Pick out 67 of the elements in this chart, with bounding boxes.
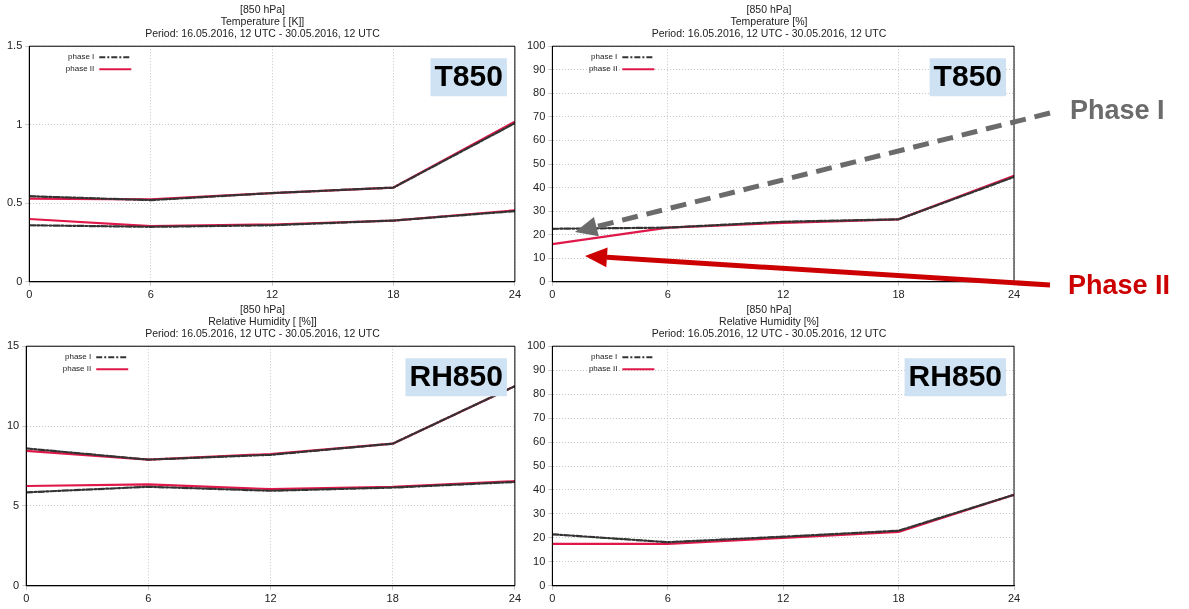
annotation: T850 (434, 59, 503, 93)
y-tick-label: 40 (533, 180, 546, 193)
y-tick-label: 20 (533, 227, 546, 240)
text: Phase II (1068, 270, 1171, 301)
x-tick-label: 0 (549, 288, 556, 301)
x-tick-label: 0 (549, 592, 556, 605)
y-tick-label: 80 (533, 387, 546, 400)
y-tick-label: 10 (6, 419, 20, 432)
y-tick-label: 50 (533, 157, 546, 170)
y-tick-label: 70 (533, 109, 546, 122)
x-tick-label: 24 (1007, 592, 1021, 605)
chart-title: [850 hPa] Relative Humidity [%] Period: 16.05.2016, 12 UTC - 30.05.2016, 12 UTC (651, 302, 887, 340)
y-tick-label: 0 (539, 274, 546, 287)
legend-label: phase II (588, 64, 618, 74)
y-tick-label: 0 (16, 274, 23, 287)
annotation: RH850 (908, 359, 1003, 393)
y-tick-label: 1 (16, 117, 23, 130)
legend-label: phase I (68, 52, 95, 62)
y-tick-label: 20 (533, 530, 546, 543)
y-tick-label: 100 (526, 339, 546, 352)
x-tick-label: 12 (777, 288, 790, 301)
y-tick-label: 40 (533, 483, 546, 495)
annotation: T850 (933, 59, 1003, 93)
chart-title: [850 hPa] Temperature [ [K]] Period: 16.05.2016, 12 UTC - 30.05.2016, 12 UTC (145, 2, 381, 40)
legend-label: phase I (64, 352, 92, 362)
x-tick-label: 6 (147, 288, 154, 301)
y-tick-label: 80 (533, 86, 546, 99)
x-tick-label: 0 (26, 288, 33, 301)
x-tick-label: 18 (386, 592, 399, 605)
x-tick-label: 12 (777, 592, 790, 605)
x-tick-label: 6 (145, 592, 152, 605)
annotation: RH850 (409, 359, 503, 393)
y-tick-label: 70 (533, 411, 546, 424)
x-tick-label: 6 (664, 288, 671, 301)
y-tick-label: 90 (533, 363, 546, 376)
text: Phase I (1070, 95, 1165, 126)
x-tick-label: 6 (664, 592, 671, 605)
x-tick-label: 24 (1007, 288, 1021, 301)
x-tick-label: 18 (892, 288, 905, 301)
y-tick-label: 60 (533, 435, 546, 448)
y-tick-label: 50 (533, 459, 546, 472)
x-tick-label: 24 (508, 288, 522, 301)
x-tick-label: 18 (387, 288, 400, 301)
x-tick-label: 12 (264, 592, 277, 605)
legend-label: phase I (591, 352, 618, 362)
legend-label: phase II (65, 64, 95, 74)
chart-title: [850 hPa] Temperature [%] Period: 16.05.2016, 12 UTC - 30.05.2016, 12 UTC (651, 2, 887, 40)
y-tick-label: 1.5 (6, 39, 23, 52)
y-tick-label: 0 (13, 578, 20, 591)
chart-title: [850 hPa] Relative Humidity [ [%]] Period: 16.05.2016, 12 UTC - 30.05.2016, 12 UTC (145, 302, 381, 340)
y-tick-label: 30 (533, 506, 546, 519)
x-tick-label: 18 (892, 592, 905, 605)
y-tick-label: 30 (533, 204, 546, 217)
y-tick-label: 10 (533, 251, 546, 264)
legend-label: phase II (588, 364, 618, 374)
y-tick-label: 10 (533, 554, 546, 567)
legend-label: phase I (591, 52, 618, 62)
y-tick-label: 5 (13, 498, 20, 511)
x-tick-label: 24 (508, 592, 522, 605)
y-tick-label: 0.5 (6, 196, 23, 209)
y-tick-label: 15 (6, 339, 20, 352)
y-tick-label: 100 (526, 39, 546, 52)
x-tick-label: 12 (265, 288, 279, 301)
y-tick-label: 90 (533, 62, 546, 75)
y-tick-label: 60 (533, 133, 546, 146)
legend-label: phase II (62, 364, 92, 374)
y-tick-label: 0 (539, 578, 546, 591)
